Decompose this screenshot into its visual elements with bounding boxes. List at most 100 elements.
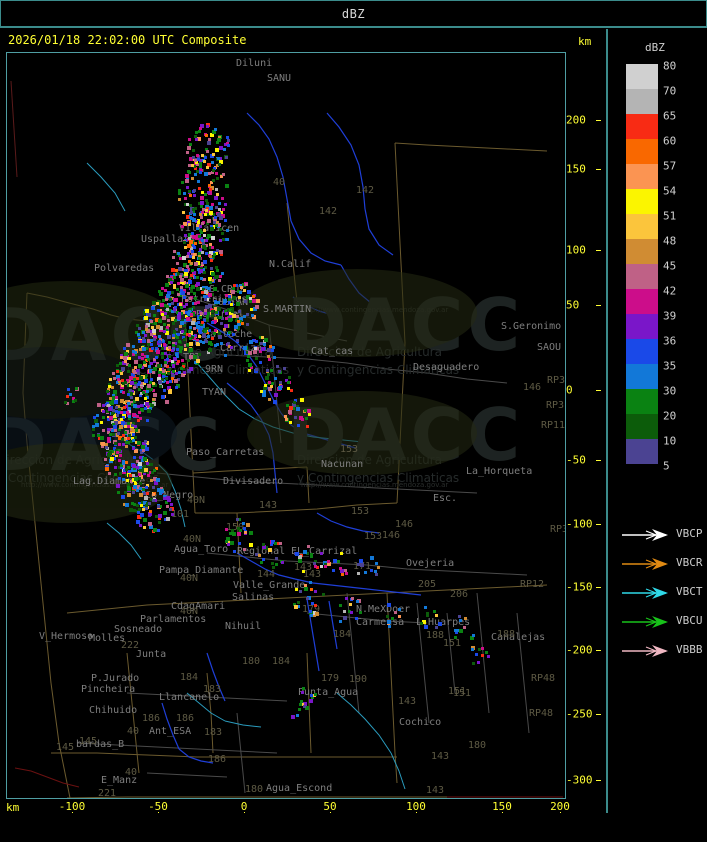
radar-echo-pixel	[268, 387, 272, 391]
y-tick-label: 100	[566, 243, 586, 257]
radar-echo-pixel	[221, 232, 224, 235]
radar-echo-pixel	[123, 356, 127, 360]
radar-echo-pixel	[216, 177, 219, 180]
radar-echo-pixel	[185, 284, 189, 288]
radar-echo-pixel	[208, 304, 212, 308]
radar-echo-pixel	[156, 478, 160, 482]
color-scale-label: 57	[663, 159, 677, 173]
radar-echo-pixel	[229, 532, 232, 535]
radar-echo-pixel	[181, 359, 184, 362]
radar-echo-pixel	[182, 336, 185, 339]
radar-echo-pixel	[143, 311, 147, 315]
color-scale-cell	[626, 64, 658, 89]
radar-echo-pixel	[123, 438, 126, 441]
radar-echo-pixel	[216, 221, 219, 224]
radar-echo-pixel	[228, 345, 231, 348]
radar-echo-pixel	[66, 395, 69, 398]
radar-echo-pixel	[127, 487, 131, 491]
vector-legend-row: VBCT	[620, 577, 707, 606]
radar-echo-pixel	[226, 229, 229, 232]
radar-echo-pixel	[139, 469, 142, 472]
radar-echo-pixel	[139, 376, 143, 380]
radar-echo-pixel	[189, 367, 193, 371]
y-tick-mark	[596, 714, 601, 715]
radar-echo-pixel	[192, 244, 195, 247]
radar-echo-pixel	[279, 381, 282, 384]
color-scale-cell	[626, 239, 658, 264]
radar-echo-pixel	[133, 386, 136, 389]
radar-echo-pixel	[141, 353, 144, 356]
radar-echo-pixel	[260, 561, 263, 564]
radar-echo-pixel	[210, 133, 214, 137]
radar-echo-pixel	[197, 221, 200, 224]
radar-echo-pixel	[232, 314, 236, 318]
radar-echo-pixel	[285, 379, 288, 382]
radar-echo-pixel	[234, 328, 237, 331]
radar-echo-pixel	[191, 177, 194, 180]
radar-echo-pixel	[270, 543, 273, 546]
radar-echo-pixel	[260, 390, 263, 393]
radar-echo-pixel	[296, 407, 300, 411]
radar-echo-pixel	[136, 489, 139, 492]
radar-echo-pixel	[131, 502, 134, 505]
radar-echo-pixel	[192, 302, 195, 305]
radar-echo-pixel	[143, 363, 147, 367]
x-tick-label: 150	[492, 800, 512, 813]
radar-echo-pixel	[125, 461, 128, 464]
radar-echo-pixel	[179, 325, 182, 328]
radar-echo-pixel	[204, 330, 207, 333]
radar-echo-pixel	[303, 705, 306, 708]
radar-echo-pixel	[117, 432, 120, 435]
radar-echo-pixel	[142, 488, 145, 491]
radar-echo-pixel	[217, 301, 220, 304]
color-scale-label: 65	[663, 109, 677, 123]
radar-echo-pixel	[195, 361, 199, 365]
radar-echo-pixel	[221, 214, 225, 218]
radar-echo-pixel	[209, 246, 212, 249]
radar-echo-pixel	[196, 154, 199, 157]
radar-echo-pixel	[134, 360, 138, 364]
map-viewport[interactable]: DACC DACC DACC DACC Direccion de Agricul…	[6, 52, 566, 799]
radar-echo-pixel	[141, 456, 144, 459]
radar-echo-pixel	[168, 341, 171, 344]
radar-echo-pixel	[239, 284, 242, 287]
radar-echo-pixel	[188, 164, 191, 167]
radar-echo-pixel	[136, 324, 139, 327]
radar-echo-pixel	[236, 518, 239, 521]
radar-echo-pixel	[189, 216, 192, 219]
radar-echo-pixel	[211, 236, 215, 240]
radar-echo-pixel	[267, 373, 270, 376]
radar-echo-pixel	[168, 359, 171, 362]
radar-echo-pixel	[146, 484, 149, 487]
radar-echo-pixel	[249, 543, 253, 547]
radar-echo-pixel	[122, 460, 125, 463]
radar-echo-pixel	[316, 566, 319, 569]
radar-echo-pixel	[184, 203, 187, 206]
color-scale-label: 51	[663, 209, 677, 223]
radar-echo-pixel	[124, 425, 127, 428]
radar-echo-pixel	[337, 560, 340, 563]
radar-echo-pixel	[173, 250, 176, 253]
radar-echo-pixel	[170, 281, 173, 284]
radar-echo-pixel	[127, 493, 131, 497]
radar-echo-pixel	[180, 286, 183, 289]
radar-echo-pixel	[143, 361, 146, 364]
radar-echo-pixel	[144, 407, 147, 410]
radar-echo-pixel	[226, 136, 229, 139]
radar-echo-pixel	[424, 606, 427, 609]
radar-echo-pixel	[324, 565, 327, 568]
radar-echo-pixel	[147, 384, 151, 388]
radar-echo-pixel	[152, 301, 156, 305]
radar-echo-pixel	[180, 280, 184, 284]
radar-echo-pixel	[202, 242, 205, 245]
radar-echo-pixel	[165, 377, 168, 380]
radar-echo-pixel	[165, 283, 169, 287]
radar-echo-pixel	[118, 459, 121, 462]
radar-echo-pixel	[161, 378, 164, 381]
radar-echo-pixel	[199, 213, 202, 216]
color-scale-cell	[626, 314, 658, 339]
radar-echo-pixel	[285, 418, 288, 421]
radar-echo-pixel	[394, 611, 397, 614]
radar-echo-pixel	[296, 405, 299, 408]
radar-echo-pixel	[198, 254, 201, 257]
